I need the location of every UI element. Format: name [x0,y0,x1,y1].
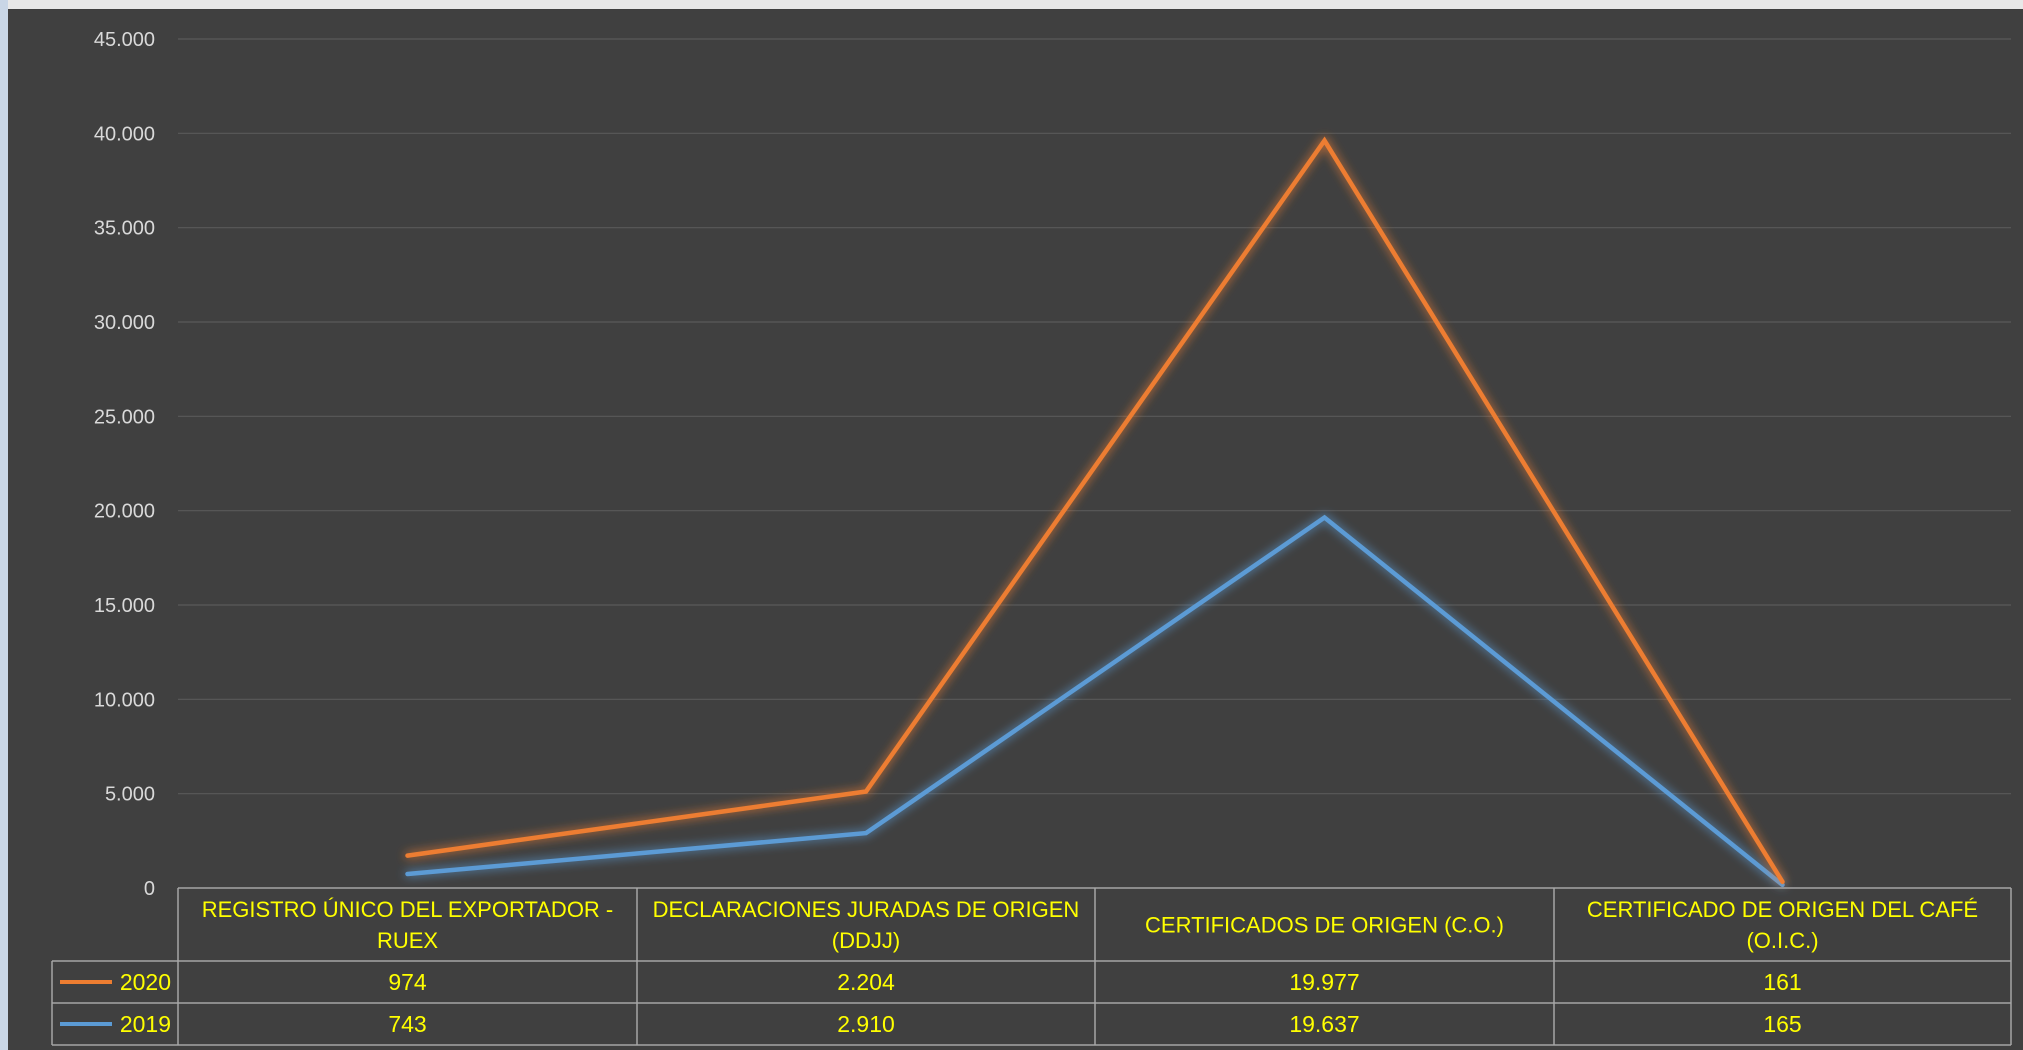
y-tick-label: 20.000 [94,501,155,523]
data-table: REGISTRO ÚNICO DEL EXPORTADOR - RUEX DECLA… [51,887,2012,1046]
category-label: CERTIFICADO DE ORIGEN DEL CAFÉ [1587,897,1978,922]
y-tick-label: 45.000 [94,29,155,51]
table-cell-value: 165 [1763,1011,1801,1037]
category-label: (O.I.C.) [1746,928,1818,953]
table-cell-value: 2.204 [837,969,895,995]
chart-area [8,9,2023,1050]
category-label: (DDJJ) [832,928,900,953]
y-tick-label: 40.000 [94,123,155,145]
table-cell-value: 19.637 [1289,1011,1359,1037]
table-cell-value: 743 [388,1011,426,1037]
category-label: REGISTRO ÚNICO DEL EXPORTADOR - [202,897,614,922]
series-line-2019 [405,514,1785,888]
window-top-edge [0,0,2023,9]
y-tick-label: 5.000 [105,784,155,806]
window-left-edge [0,0,8,1050]
series-lines [405,136,1785,888]
y-tick-label: 15.000 [94,595,155,617]
category-label: RUEX [377,928,438,953]
category-label: CERTIFICADOS DE ORIGEN (C.O.) [1145,913,1504,938]
table-cell-value: 2.910 [837,1011,895,1037]
legend-label: 2019 [120,1011,171,1037]
y-tick-label: 30.000 [94,312,155,334]
y-tick-label: 0 [144,878,155,900]
y-tick-label: 25.000 [94,406,155,428]
table-cell-value: 19.977 [1289,969,1359,995]
series-line-2020 [405,136,1785,885]
y-tick-label: 10.000 [94,689,155,711]
table-cell-value: 161 [1763,969,1801,995]
y-axis-ticks: 0 5.000 10.000 15.000 20.000 25.000 30.000 35.0… [94,29,155,900]
y-tick-label: 35.000 [94,218,155,240]
legend-label: 2020 [120,969,171,995]
category-label: DECLARACIONES JURADAS DE ORIGEN [653,897,1080,922]
table-cell-value: 974 [388,969,427,995]
gridlines [178,38,2011,795]
